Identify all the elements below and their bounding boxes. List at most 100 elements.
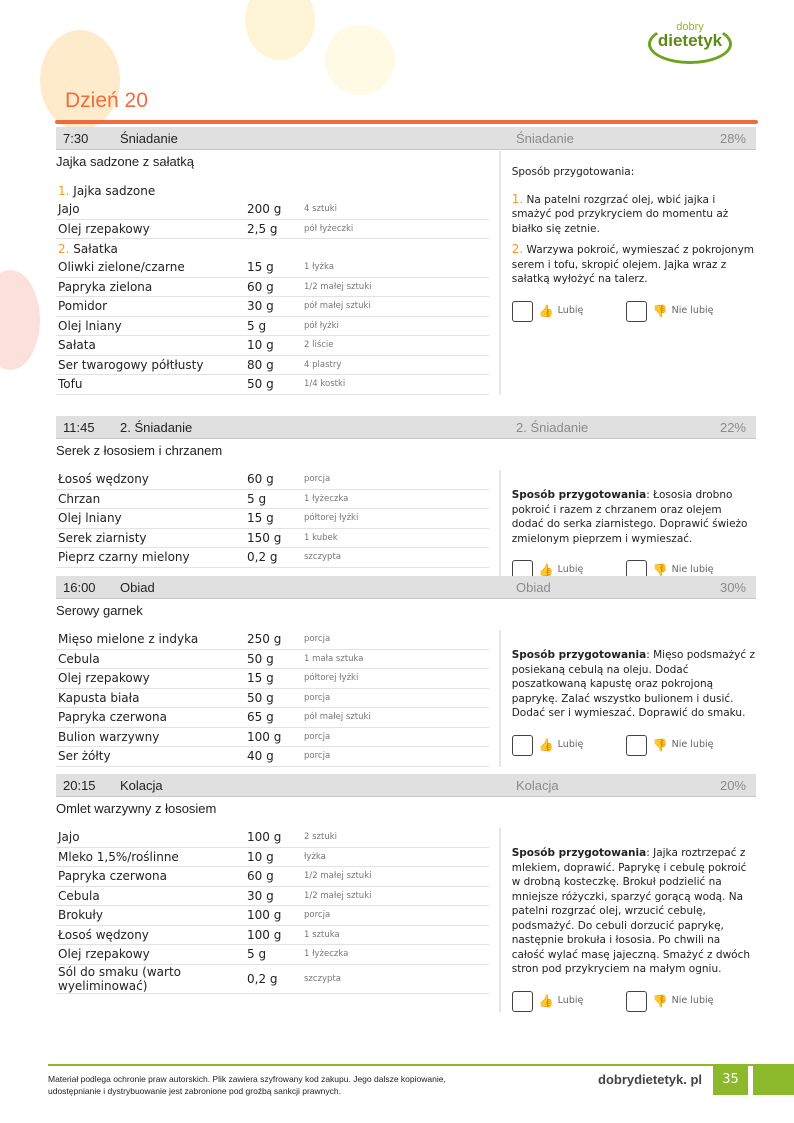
dislike-option[interactable]: 👎 Nie lubię xyxy=(625,300,740,322)
dislike-option[interactable]: 👎 Nie lubię xyxy=(625,734,740,756)
ingredient-name: Łosoś wędzony xyxy=(58,927,149,942)
ingredient-amount: 15 g xyxy=(247,260,274,275)
ingredient-name: Ser twarogowy półtłusty xyxy=(58,357,204,372)
ingredient-amount: 5 g xyxy=(247,318,267,333)
ingredient-portion: łyżka xyxy=(304,851,326,862)
dish-title: Serowy garnek xyxy=(56,603,143,618)
prep-step: 2. Warzywa pokroić, wymieszać z pokrojon… xyxy=(512,242,756,287)
ingredient-row: Olej lniany 15 g półtorej łyżki xyxy=(56,509,489,529)
meal-time: 16:00 xyxy=(63,579,96,595)
dislike-checkbox[interactable] xyxy=(625,990,647,1012)
prep-description: : Jajka roztrzepać z mlekiem, doprawić. … xyxy=(511,847,751,975)
ingredient-name: Serek ziarnisty xyxy=(58,530,147,545)
ingredient-portion: pół małej sztuki xyxy=(304,301,371,312)
like-checkbox[interactable] xyxy=(511,734,533,756)
ingredient-row: Cebula 30 g 1/2 małej sztuki xyxy=(56,887,489,906)
ingredient-row: Chrzan 5 g 1 łyżeczka xyxy=(56,490,489,509)
ingredient-row: Kapusta biała 50 g porcja xyxy=(56,689,489,708)
ingredient-row: Olej rzepakowy 15 g półtorej łyżki xyxy=(56,669,489,689)
ingredient-portion: 1/2 małej sztuki xyxy=(304,281,372,292)
like-option[interactable]: 👍 Lubię xyxy=(511,734,626,756)
thumbs-up-icon: 👍 xyxy=(538,303,554,318)
ingredient-table: Mięso mielone z indyka 250 g porcja Cebula 5… xyxy=(56,630,489,767)
ingredient-name: Mięso mielone z indyka xyxy=(58,632,199,647)
meal-section: 11:45 2. Śniadanie 2. Śniadanie 22% Sere… xyxy=(56,416,756,581)
ingredient-row: Jajo 200 g 4 sztuki xyxy=(56,200,489,220)
prep-step: 1. Na patelni rozgrzać olej, wbić jajka … xyxy=(512,192,756,237)
ingredient-name: Mleko 1,5%/roślinne xyxy=(58,849,179,864)
footer-block xyxy=(753,1064,794,1095)
ingredient-amount: 200 g xyxy=(247,202,282,217)
ingredient-row: Olej lniany 5 g pół łyżki xyxy=(56,317,489,336)
meal-section: 20:15 Kolacja Kolacja 20% Omlet warzywny… xyxy=(56,774,756,1012)
group-label: Sałatka xyxy=(73,242,118,256)
meal-time: 7:30 xyxy=(63,130,89,146)
ingredient-portion: 1/2 małej sztuki xyxy=(304,890,372,901)
meal-header: 7:30 Śniadanie Śniadanie 28% xyxy=(56,127,756,150)
ingredient-row: Cebula 50 g 1 mała sztuka xyxy=(56,650,489,669)
ingredient-row: Łosoś wędzony 100 g 1 sztuka xyxy=(56,926,489,945)
ingredient-amount: 100 g xyxy=(247,830,282,845)
ingredient-amount: 5 g xyxy=(247,491,267,506)
ingredient-name: Olej rzepakowy xyxy=(58,671,150,686)
dish-title: Serek z łososiem i chrzanem xyxy=(56,443,223,458)
ingredient-portion: 2 liście xyxy=(304,340,334,351)
meal-category: Śniadanie xyxy=(516,130,574,146)
prep-label: Sposób przygotowania xyxy=(511,649,647,661)
copyright-notice: Materiał podlega ochronie praw autorskic… xyxy=(48,1074,446,1096)
prep-label: Sposób przygotowania xyxy=(511,847,647,859)
ingredient-amount: 50 g xyxy=(247,651,274,666)
meal-name: Kolacja xyxy=(120,777,163,793)
ingredient-name: Sól do smaku (warto wyeliminować) xyxy=(58,964,182,993)
site-link[interactable]: dobrydietetyk. pl xyxy=(598,1072,703,1087)
meal-section: 7:30 Śniadanie Śniadanie 28% Jajka sadzo… xyxy=(56,127,756,395)
ingredient-row: Bulion warzywny 100 g porcja xyxy=(56,728,489,747)
dislike-checkbox[interactable] xyxy=(625,300,647,322)
preparation: Sposób przygotowania: 1. Na patelni rozgr… xyxy=(498,151,756,395)
ingredient-portion: porcja xyxy=(304,474,331,485)
meal-category: 2. Śniadanie xyxy=(516,419,589,435)
dislike-option[interactable]: 👎 Nie lubię xyxy=(625,560,740,581)
ingredient-amount: 250 g xyxy=(247,632,282,647)
ingredient-row: Mleko 1,5%/roślinne 10 g łyżka xyxy=(56,848,489,867)
dish-title: Omlet warzywny z łososiem xyxy=(56,801,217,816)
ingredient-amount: 0,2 g xyxy=(247,550,278,565)
lemon-decoration xyxy=(325,25,395,95)
ingredient-row: Olej rzepakowy 2,5 g pół łyżeczki xyxy=(56,220,489,239)
ingredient-name: Jajo xyxy=(58,202,80,217)
ingredient-name: Olej lniany xyxy=(58,511,122,526)
dislike-checkbox[interactable] xyxy=(625,734,647,756)
ingredient-row: Mięso mielone z indyka 250 g porcja xyxy=(56,630,489,650)
like-checkbox[interactable] xyxy=(511,300,533,322)
like-option[interactable]: 👍 Lubię xyxy=(511,300,626,322)
dislike-option[interactable]: 👎 Nie lubię xyxy=(625,990,740,1012)
dish-title: Jajka sadzone z sałatką xyxy=(56,154,195,169)
ingredient-table: Łosoś wędzony 60 g porcja Chrzan 5 g 1 łyżecz… xyxy=(56,470,489,581)
ingredient-amount: 150 g xyxy=(247,530,282,545)
meal-category: Obiad xyxy=(516,579,551,595)
ingredient-name: Cebula xyxy=(58,651,100,666)
thumbs-up-icon: 👍 xyxy=(538,993,554,1008)
ingredient-row: Sałata 10 g 2 liście xyxy=(56,336,489,356)
ingredient-portion: porcja xyxy=(304,910,331,921)
prep-text: Sposób przygotowania: Mięso podsmażyć z … xyxy=(512,648,756,721)
ingredient-amount: 0,2 g xyxy=(247,971,278,986)
orange-decoration xyxy=(40,30,120,130)
thumbs-down-icon: 👎 xyxy=(652,737,668,752)
ingredient-table: Jajo 100 g 2 sztuki Mleko 1,5%/roślinne 10 g… xyxy=(56,828,489,1012)
meal-percent: 22% xyxy=(719,419,746,435)
meal-percent: 28% xyxy=(719,130,746,146)
ingredient-name: Ser żółty xyxy=(58,749,111,764)
ingredient-amount: 60 g xyxy=(247,279,274,294)
meal-name: 2. Śniadanie xyxy=(120,419,193,435)
ingredient-name: Olej rzepakowy xyxy=(58,947,150,962)
like-checkbox[interactable] xyxy=(511,990,533,1012)
ingredient-amount: 60 g xyxy=(247,869,274,884)
like-option[interactable]: 👍 Lubię xyxy=(511,990,626,1012)
dislike-label: Nie lubię xyxy=(671,564,714,576)
group-label: Jajka sadzone xyxy=(73,184,156,198)
prep-description: : Mięso podsmażyć z posiekaną cebulą na … xyxy=(511,649,755,719)
like-label: Lubię xyxy=(557,304,584,316)
ingredient-amount: 10 g xyxy=(247,849,274,864)
ingredient-name: Chrzan xyxy=(58,491,101,506)
